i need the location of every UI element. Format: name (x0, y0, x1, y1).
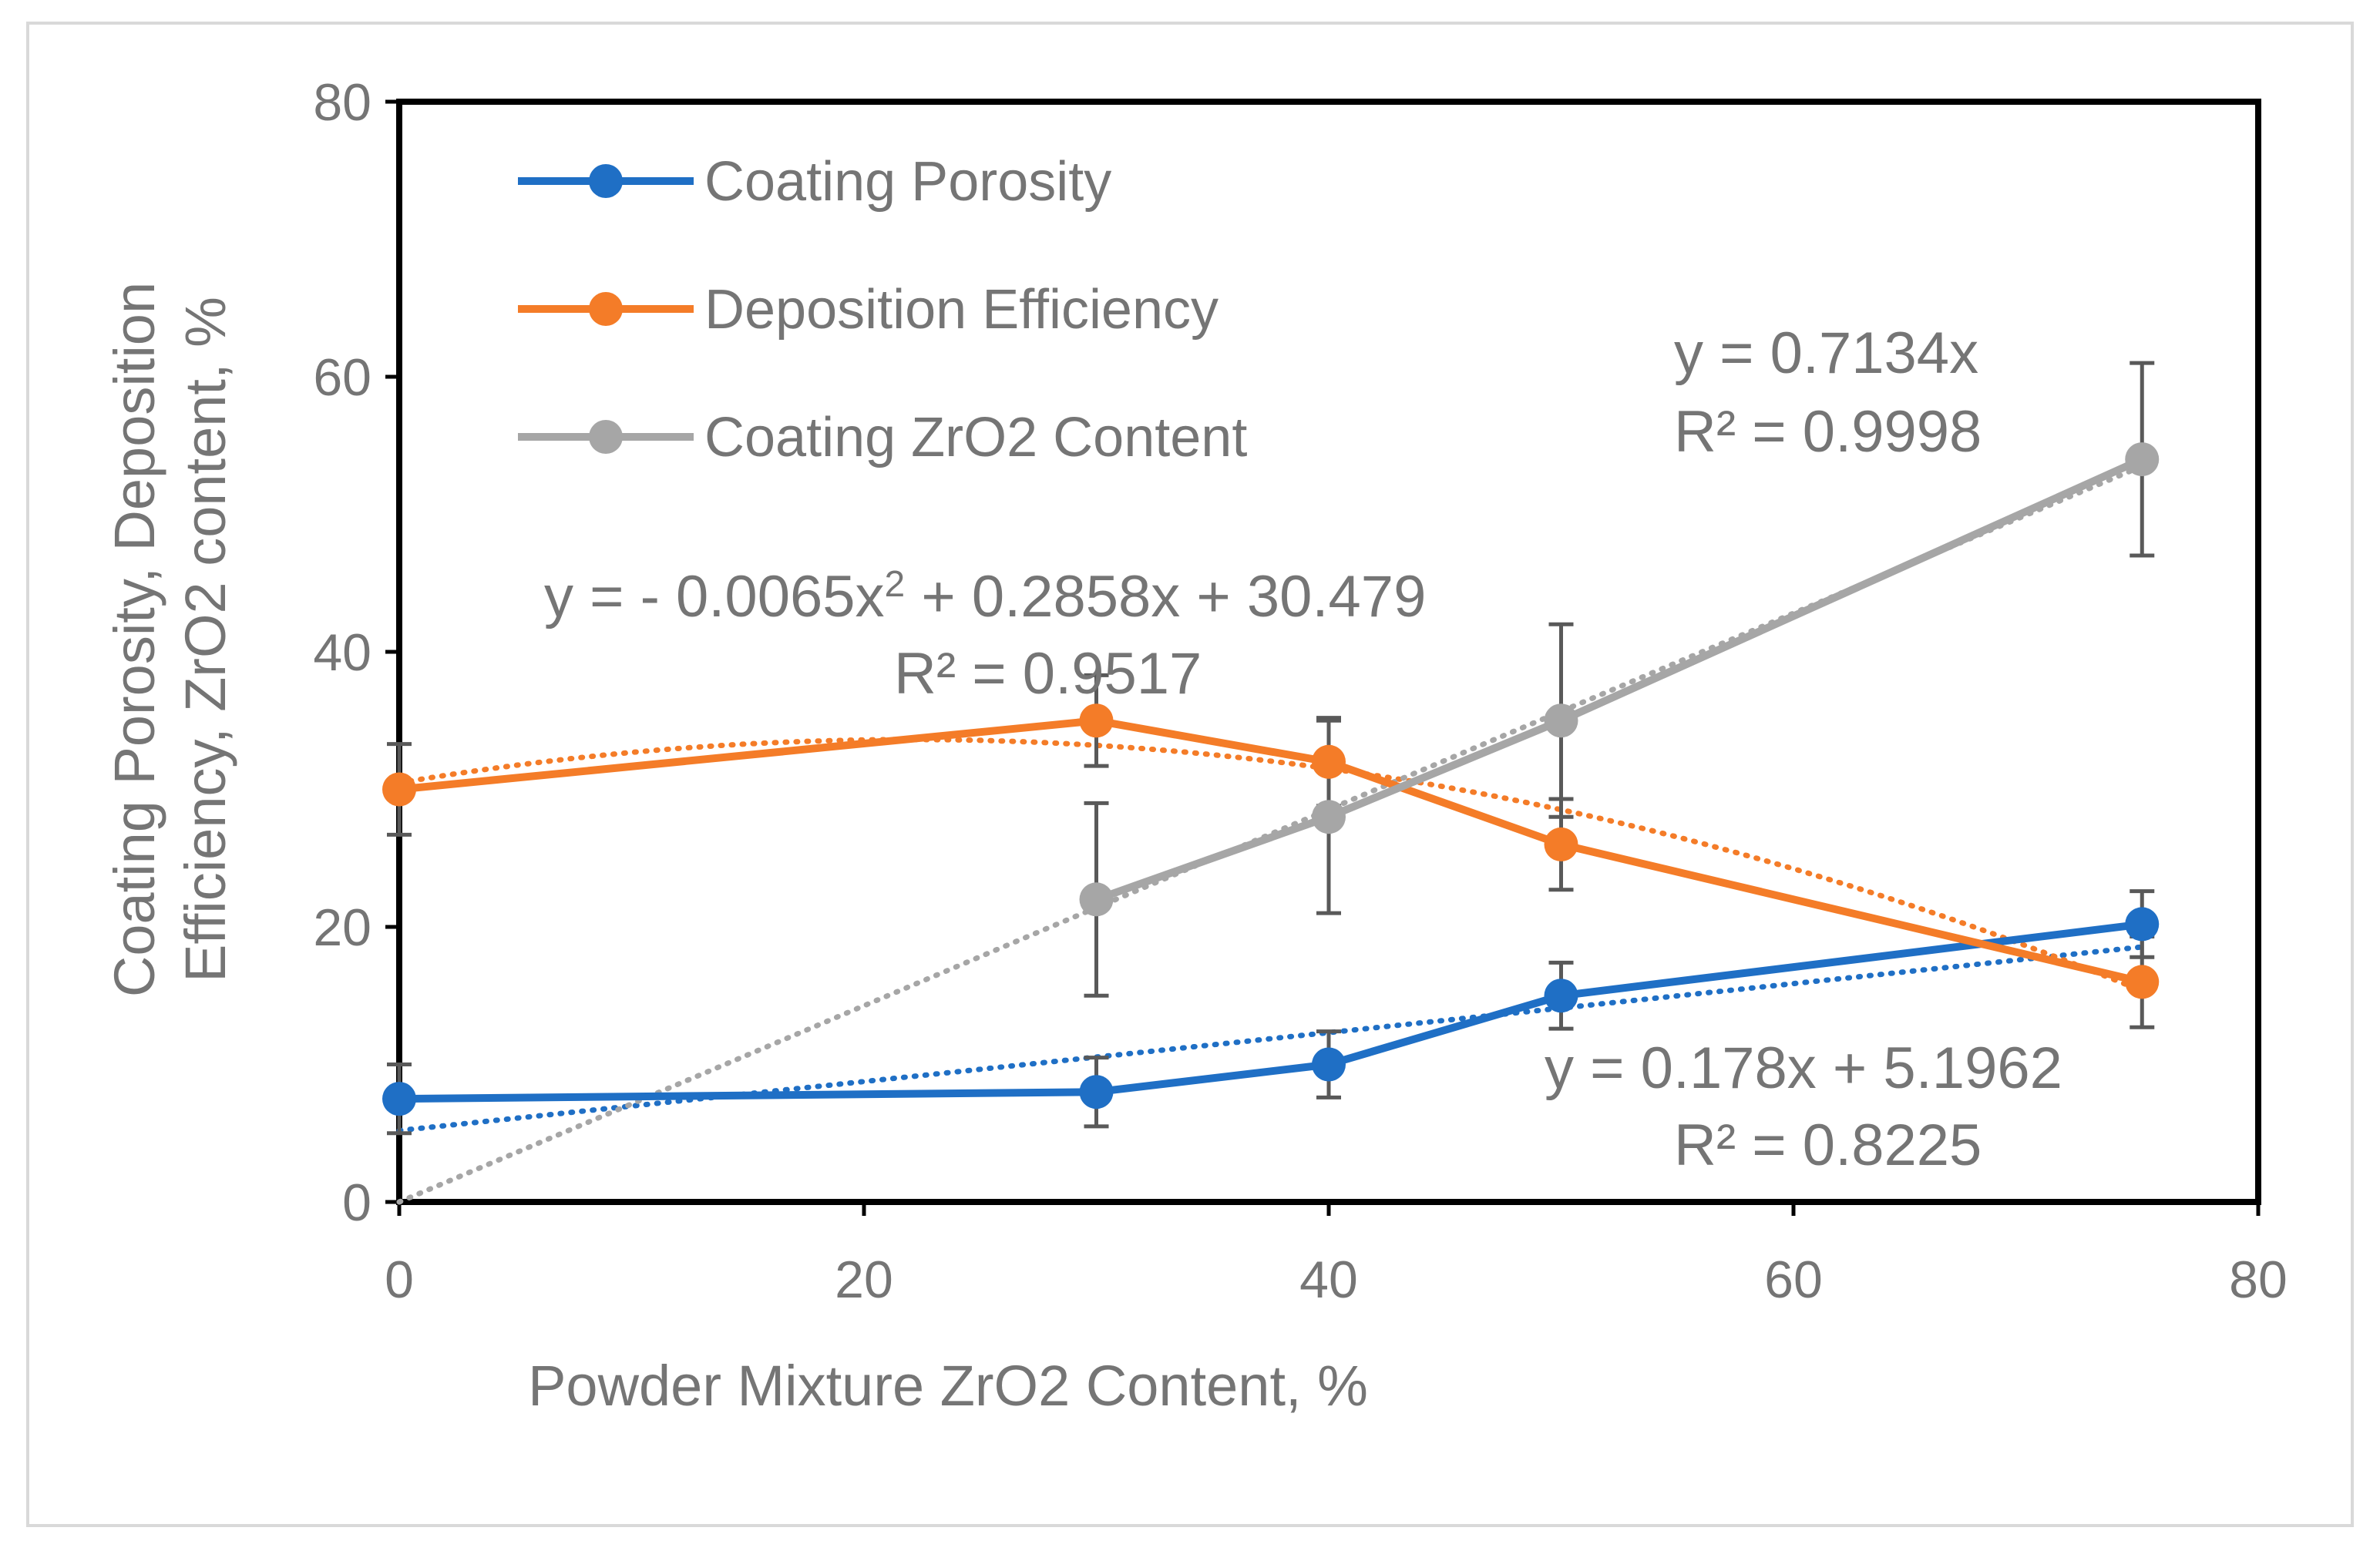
legend-swatch-marker-zro2 (589, 420, 623, 454)
annotation-porosity-trend: y = 0.178x + 5.1962 R² = 0.8225 (1545, 1036, 2062, 1178)
legend-swatch-marker-deposition (589, 292, 623, 326)
data-markers (382, 442, 2160, 1116)
x-tick-label: 40 (1299, 1251, 1358, 1309)
data-point-coating-zro2-content (1312, 800, 1346, 834)
annotation-zro2-equation: y = 0.7134x (1674, 321, 1978, 386)
legend-item-coating-porosity: Coating Porosity (518, 151, 1111, 213)
annotation-porosity-r2: R² = 0.8225 (1674, 1113, 1982, 1178)
x-tick-label: 60 (1764, 1251, 1823, 1309)
legend-swatch-marker-porosity (589, 164, 623, 198)
annotation-deposition-r2: R² = 0.9517 (894, 641, 1202, 707)
series-line-coating-zro2-content (1094, 455, 2144, 904)
legend-item-deposition-efficiency: Deposition Efficiency (518, 279, 1219, 341)
y-tick-label: 20 (313, 898, 371, 957)
data-point-coating-porosity (2125, 907, 2160, 942)
y-axis-title-line-1: Coating Porosity, Deposition (103, 282, 166, 997)
annotation-deposition-equation: y = - 0.0065x2 + 0.2858x + 30.479 (544, 564, 1426, 630)
legend-item-coating-zro2: Coating ZrO2 Content (518, 407, 1247, 468)
data-point-deposition-efficiency (1312, 744, 1346, 779)
data-point-deposition-efficiency (382, 772, 416, 807)
data-point-deposition-efficiency (1079, 703, 1114, 738)
y-tick-label: 60 (313, 348, 371, 407)
data-point-coating-zro2-content (1544, 703, 1578, 738)
series-lines (398, 455, 2144, 1103)
y-tick-label: 80 (313, 73, 371, 132)
chart-frame (26, 22, 2354, 1527)
x-axis-title: Powder Mixture ZrO2 Content, % (528, 1354, 1368, 1418)
annotation-zro2-trend: y = 0.7134x R² = 0.9998 (1674, 321, 1982, 465)
data-point-deposition-efficiency (1544, 827, 1578, 861)
data-point-deposition-efficiency (2125, 965, 2160, 999)
data-point-coating-porosity (1079, 1075, 1114, 1110)
x-tick-label: 20 (835, 1251, 893, 1309)
annotation-deposition-eq-sup: 2 (885, 564, 906, 605)
axis-ticks: 0 20 40 60 80 0 20 40 60 80 (313, 73, 2287, 1309)
trendline-coating-porosity (396, 944, 2145, 1133)
x-tick-label: 0 (385, 1251, 414, 1309)
data-point-coating-porosity (1544, 979, 1578, 1013)
data-point-coating-porosity (1312, 1047, 1346, 1082)
data-point-coating-zro2-content (1079, 882, 1114, 917)
annotation-porosity-equation: y = 0.178x + 5.1962 (1545, 1036, 2062, 1101)
y-tick-label: 0 (342, 1173, 371, 1232)
legend-label-deposition-efficiency: Deposition Efficiency (704, 279, 1219, 341)
x-tick-label: 80 (2229, 1251, 2288, 1309)
trendline-deposition-efficiency (396, 737, 2145, 994)
legend-label-coating-porosity: Coating Porosity (704, 151, 1111, 213)
annotation-deposition-trend: y = - 0.0065x2 + 0.2858x + 30.479 R² = 0… (544, 564, 1426, 707)
legend-label-coating-zro2: Coating ZrO2 Content (704, 407, 1247, 468)
legend: Coating Porosity Deposition Efficiency C… (518, 151, 1247, 468)
annotation-deposition-eq-pre: y = - 0.0065x (544, 564, 885, 629)
annotation-deposition-eq-post: + 0.2858x + 30.479 (905, 564, 1426, 629)
y-tick-label: 40 (313, 623, 371, 682)
y-axis-title-line-2: Efficiency, ZrO2 content, % (173, 297, 237, 982)
data-point-coating-porosity (382, 1082, 416, 1116)
annotation-zro2-r2: R² = 0.9998 (1674, 399, 1982, 465)
data-point-coating-zro2-content (2125, 442, 2160, 477)
